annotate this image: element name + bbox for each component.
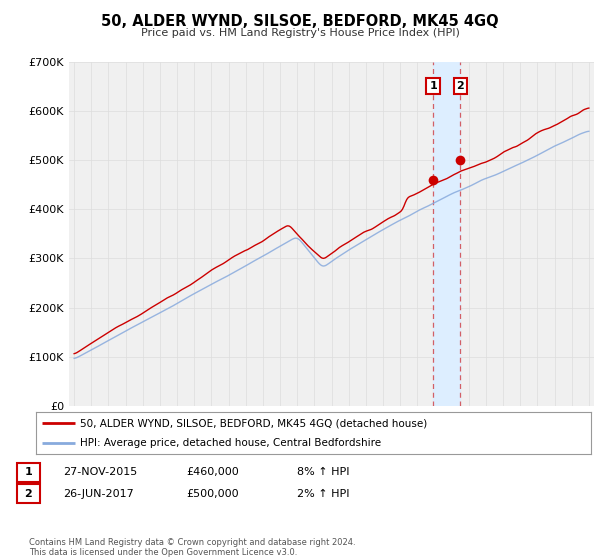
- Text: 1: 1: [25, 467, 32, 477]
- Text: 2: 2: [457, 81, 464, 91]
- Text: 50, ALDER WYND, SILSOE, BEDFORD, MK45 4GQ (detached house): 50, ALDER WYND, SILSOE, BEDFORD, MK45 4G…: [80, 418, 428, 428]
- Text: 2: 2: [25, 489, 32, 499]
- Text: 2% ↑ HPI: 2% ↑ HPI: [297, 489, 349, 499]
- Bar: [433, 62, 460, 406]
- Text: Price paid vs. HM Land Registry's House Price Index (HPI): Price paid vs. HM Land Registry's House …: [140, 28, 460, 38]
- Text: 27-NOV-2015: 27-NOV-2015: [63, 467, 137, 477]
- Text: HPI: Average price, detached house, Central Bedfordshire: HPI: Average price, detached house, Cent…: [80, 438, 382, 447]
- Text: 26-JUN-2017: 26-JUN-2017: [63, 489, 134, 499]
- Text: 8% ↑ HPI: 8% ↑ HPI: [297, 467, 349, 477]
- Text: Contains HM Land Registry data © Crown copyright and database right 2024.
This d: Contains HM Land Registry data © Crown c…: [29, 538, 355, 557]
- Text: £460,000: £460,000: [186, 467, 239, 477]
- Text: 1: 1: [429, 81, 437, 91]
- Text: 50, ALDER WYND, SILSOE, BEDFORD, MK45 4GQ: 50, ALDER WYND, SILSOE, BEDFORD, MK45 4G…: [101, 14, 499, 29]
- Text: £500,000: £500,000: [186, 489, 239, 499]
